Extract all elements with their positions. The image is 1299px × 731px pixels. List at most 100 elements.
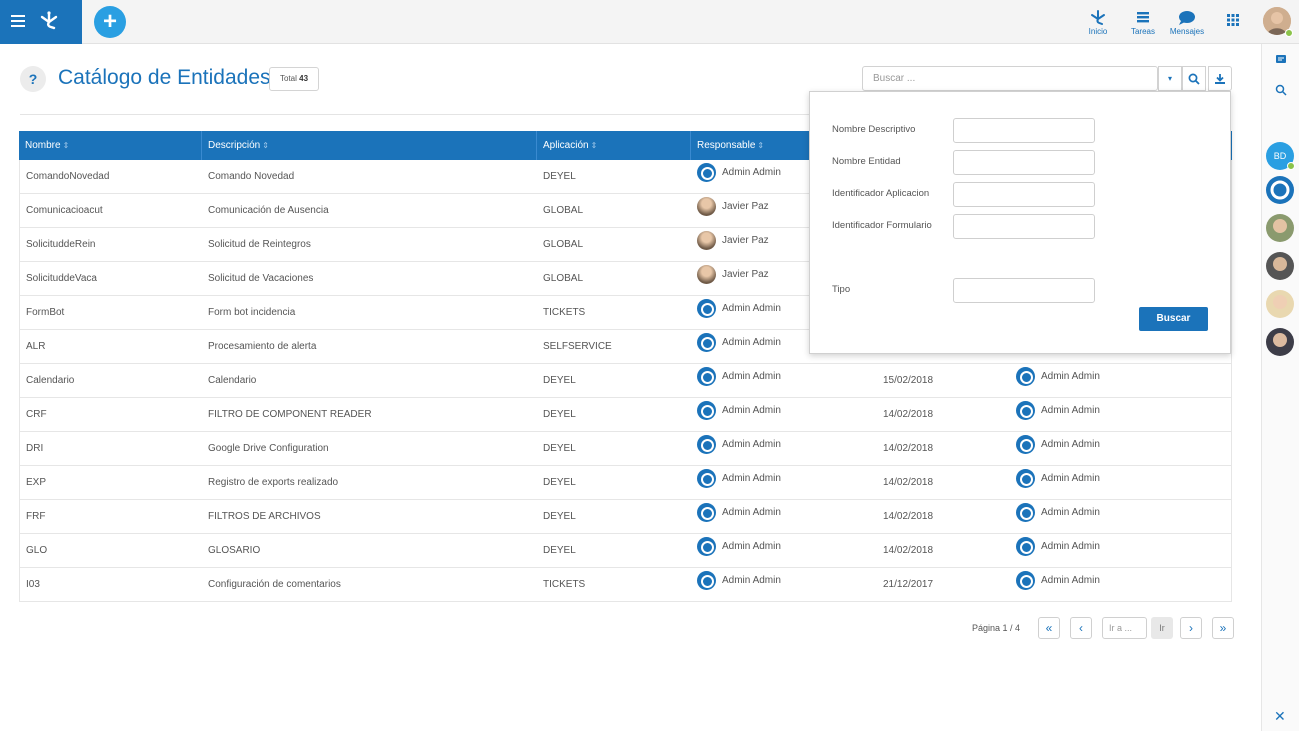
- download-button[interactable]: [1208, 66, 1232, 91]
- table-row[interactable]: GLO GLOSARIO DEYEL Admin Admin 14/02/2018 A…: [19, 534, 1232, 568]
- divider: [20, 114, 1231, 115]
- modificado-name: Admin Admin: [1041, 405, 1100, 416]
- column-header-aplicacion[interactable]: Aplicación ⇕: [536, 131, 597, 160]
- table-row[interactable]: DRI Google Drive Configuration DEYEL Admin…: [19, 432, 1232, 466]
- user-icon: [697, 333, 716, 352]
- cell-aplicacion: DEYEL: [543, 171, 576, 182]
- identificador-formulario-input[interactable]: [953, 214, 1095, 239]
- column-label: Responsable: [697, 140, 756, 151]
- comment-icon[interactable]: [1272, 54, 1290, 72]
- table-row[interactable]: ComandoNovedad Comando Novedad DEYEL Admin…: [19, 160, 1232, 194]
- cell-fecha: 21/12/2017: [883, 579, 934, 590]
- cell-nombre: ALR: [26, 341, 46, 352]
- cell-nombre: SolicituddeRein: [26, 239, 96, 250]
- nav-mensajes[interactable]: Mensajes: [1168, 7, 1206, 36]
- plus-icon: +: [102, 8, 117, 35]
- cell-nombre: GLO: [26, 545, 48, 556]
- go-button[interactable]: Ir: [1151, 617, 1173, 639]
- cell-descripcion: Comunicación de Ausencia: [208, 205, 329, 216]
- user-icon: [697, 401, 716, 420]
- table-row[interactable]: EXP Registro de exports realizado DEYEL Ad…: [19, 466, 1232, 500]
- nav-tareas[interactable]: Tareas: [1128, 7, 1158, 36]
- modificado-name: Admin Admin: [1041, 473, 1100, 484]
- nombre-entidad-input[interactable]: [953, 150, 1095, 175]
- help-button[interactable]: ?: [20, 66, 46, 92]
- hamburger-menu-icon[interactable]: [11, 15, 25, 27]
- first-page-button[interactable]: «: [1038, 617, 1060, 639]
- cell-fecha: 14/02/2018: [883, 409, 934, 420]
- user-icon: [1016, 571, 1035, 590]
- responsable-name: Admin Admin: [722, 337, 781, 348]
- column-label: Descripción: [208, 140, 261, 151]
- responsable-name: Javier Paz: [722, 201, 769, 212]
- last-page-button[interactable]: »: [1212, 617, 1234, 639]
- search-input[interactable]: Buscar ...: [862, 66, 1158, 91]
- tasks-icon: [1137, 12, 1149, 23]
- cell-fecha: 14/02/2018: [883, 511, 934, 522]
- modificado-name: Admin Admin: [1041, 575, 1100, 586]
- cell-responsable: Admin Admin: [697, 466, 781, 499]
- cell-aplicacion: TICKETS: [543, 579, 586, 590]
- identificador-aplicacion-input[interactable]: [953, 182, 1095, 207]
- responsable-name: Javier Paz: [722, 235, 769, 246]
- grid-icon[interactable]: [1227, 14, 1239, 26]
- table-row[interactable]: FormBot Form bot incidencia TICKETS Admin …: [19, 296, 1232, 330]
- search-button[interactable]: [1182, 66, 1206, 91]
- column-header-nombre[interactable]: Nombre ⇕: [19, 131, 69, 160]
- sort-icon: ⇕: [62, 141, 70, 150]
- user-icon: [697, 367, 716, 386]
- cell-aplicacion: GLOBAL: [543, 239, 584, 250]
- user-avatar: [697, 197, 716, 216]
- nav-label: Mensajes: [1169, 27, 1205, 36]
- table-row[interactable]: ALR Procesamiento de alerta SELFSERVICE Ad…: [19, 330, 1232, 364]
- add-button[interactable]: +: [94, 6, 126, 38]
- cell-descripcion: Solicitud de Reintegros: [208, 239, 311, 250]
- table-row[interactable]: Calendario Calendario DEYEL Admin Admin 15/…: [19, 364, 1232, 398]
- cell-responsable: Admin Admin: [697, 330, 781, 363]
- cell-descripcion: Configuración de comentarios: [208, 579, 341, 590]
- cell-descripcion: Form bot incidencia: [208, 307, 296, 318]
- search-icon[interactable]: [1272, 84, 1290, 102]
- cell-nombre: CRF: [26, 409, 47, 420]
- nav-label: Tareas: [1130, 27, 1155, 36]
- contact-avatar-admin[interactable]: [1266, 176, 1294, 204]
- cell-descripcion: GLOSARIO: [208, 545, 261, 556]
- contact-avatar[interactable]: [1266, 290, 1294, 318]
- contact-avatar[interactable]: [1266, 214, 1294, 242]
- cell-fecha: 14/02/2018: [883, 443, 934, 454]
- nombre-descriptivo-input[interactable]: [953, 118, 1095, 143]
- cell-descripcion: Comando Novedad: [208, 171, 295, 182]
- table-row[interactable]: SolicituddeVaca Solicitud de Vacaciones GL…: [19, 262, 1232, 296]
- table-row[interactable]: I03 Configuración de comentarios TICKETS A…: [19, 568, 1232, 602]
- table-row[interactable]: CRF FILTRO DE COMPONENT READER DEYEL Admin…: [19, 398, 1232, 432]
- responsable-name: Admin Admin: [722, 303, 781, 314]
- modificado-name: Admin Admin: [1041, 541, 1100, 552]
- table-row[interactable]: SolicituddeRein Solicitud de Reintegros GL…: [19, 228, 1232, 262]
- contact-avatar[interactable]: [1266, 252, 1294, 280]
- responsable-name: Admin Admin: [722, 405, 781, 416]
- deyel-logo-icon: [1091, 10, 1105, 25]
- deyel-logo-icon[interactable]: [38, 11, 60, 31]
- nav-inicio[interactable]: Inicio: [1086, 7, 1110, 36]
- cell-fecha: 14/02/2018: [883, 477, 934, 488]
- column-header-responsable[interactable]: Responsable ⇕: [690, 131, 764, 160]
- chevron-down-icon[interactable]: ▾: [1158, 66, 1182, 91]
- table-row[interactable]: Comunicacioacut Comunicación de Ausencia G…: [19, 194, 1232, 228]
- table-row[interactable]: FRF FILTROS DE ARCHIVOS DEYEL Admin Admin 1…: [19, 500, 1232, 534]
- contact-avatar[interactable]: [1266, 328, 1294, 356]
- user-icon: [697, 469, 716, 488]
- sort-icon: ⇕: [757, 141, 765, 150]
- close-icon[interactable]: ✕: [1274, 708, 1286, 724]
- buscar-button[interactable]: Buscar: [1139, 307, 1208, 331]
- prev-page-button[interactable]: ‹: [1070, 617, 1092, 639]
- user-avatar: [697, 265, 716, 284]
- column-header-descripcion[interactable]: Descripción ⇕: [201, 131, 269, 160]
- next-page-button[interactable]: ›: [1180, 617, 1202, 639]
- cell-aplicacion: SELFSERVICE: [543, 341, 612, 352]
- filter-label: Identificador Formulario: [832, 220, 932, 231]
- responsable-name: Admin Admin: [722, 167, 781, 178]
- goto-page-input[interactable]: Ir a ...: [1102, 617, 1147, 639]
- tipo-input[interactable]: [953, 278, 1095, 303]
- cell-aplicacion: TICKETS: [543, 307, 586, 318]
- cell-descripcion: Procesamiento de alerta: [208, 341, 317, 352]
